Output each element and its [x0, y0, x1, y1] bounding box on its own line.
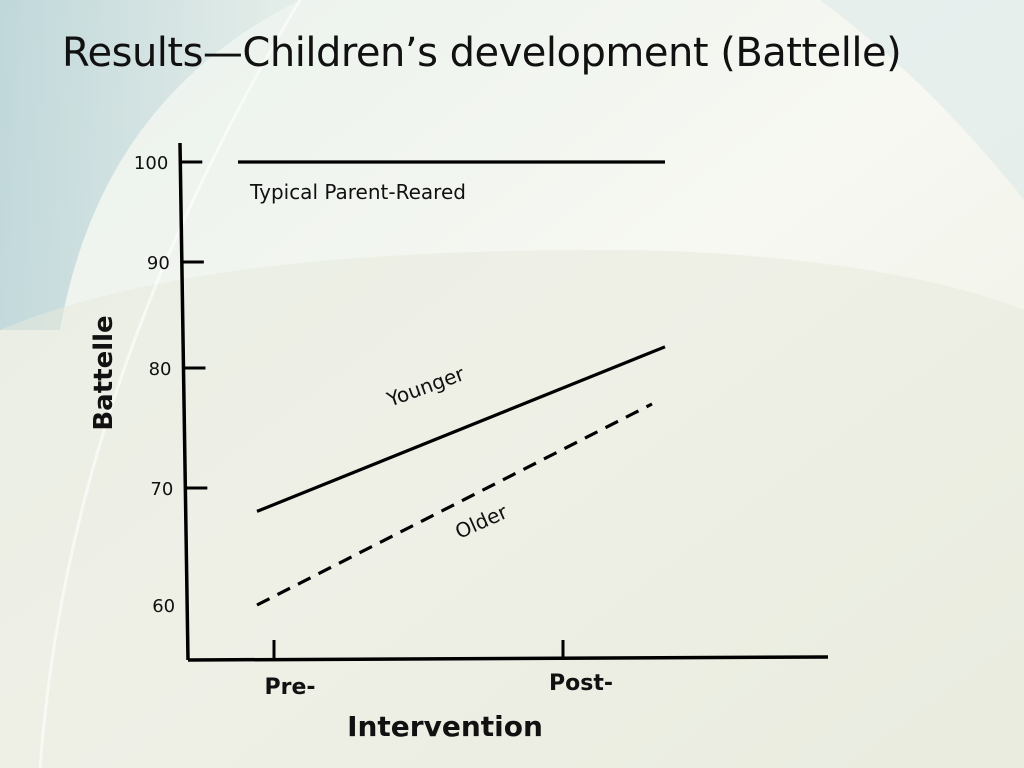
y-tick-label: 90	[147, 253, 170, 274]
x-tick-label: Post-	[549, 671, 613, 696]
y-tick-label: 60	[152, 596, 175, 617]
chart-axes	[178, 142, 829, 662]
x-axis-line	[187, 655, 829, 662]
y-tick-label: 70	[150, 479, 173, 500]
chart-series: Typical Parent-Reared Younger Older	[238, 160, 666, 607]
series-line	[256, 402, 653, 607]
y-tick-label: 100	[134, 153, 168, 174]
y-tick-label: 80	[149, 359, 172, 380]
x-axis-ticks: Pre- Post-	[264, 640, 613, 700]
x-axis-label: Intervention	[347, 710, 543, 743]
slide-title: Results—Children’s development (Battelle…	[62, 30, 902, 76]
x-tick-label: Pre-	[264, 675, 315, 700]
y-axis-label: Battelle	[89, 315, 119, 430]
series-label: Younger	[383, 361, 468, 412]
series-label: Typical Parent-Reared	[249, 180, 466, 204]
series-line	[256, 345, 666, 513]
y-axis-line	[178, 142, 190, 661]
y-axis-ticks: 60 70 80 90 100	[134, 153, 208, 617]
series-label: Older	[451, 499, 511, 543]
